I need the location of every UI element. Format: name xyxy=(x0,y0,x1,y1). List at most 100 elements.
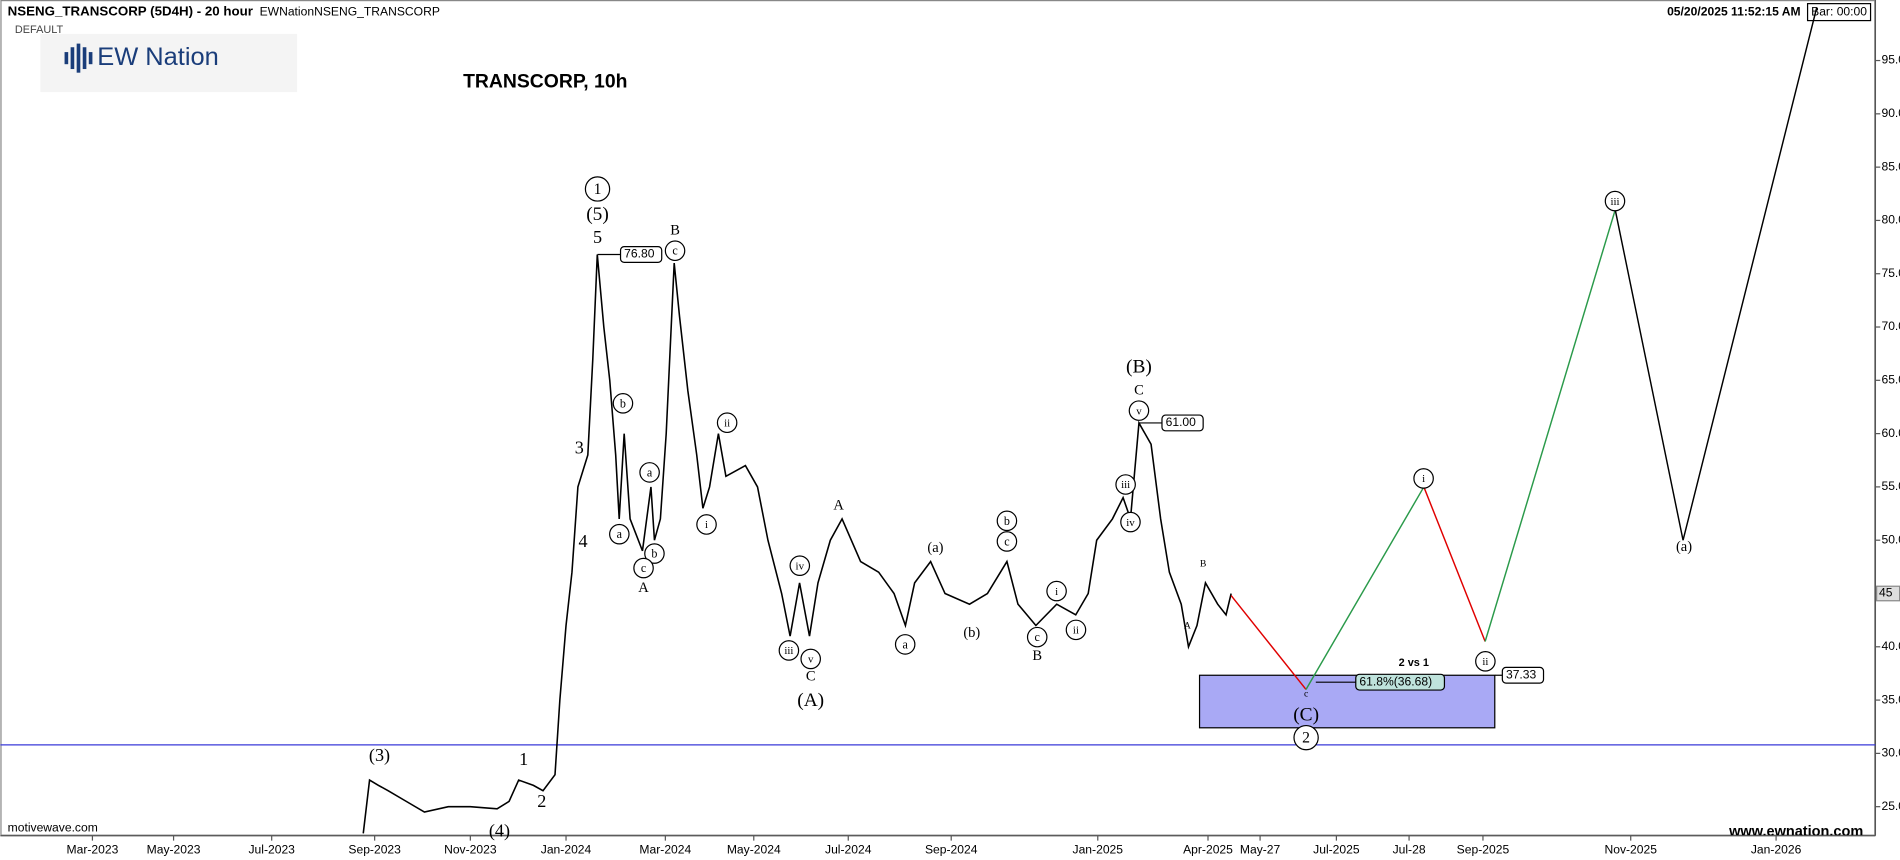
x-tick-label: Jan-2024 xyxy=(541,843,592,857)
wave-label: v xyxy=(1136,405,1142,417)
wave-label: (5) xyxy=(586,204,609,225)
y-tick-label: 90.0 xyxy=(1881,106,1900,120)
x-tick-label: May-2024 xyxy=(727,843,781,857)
wave-label: b xyxy=(1004,514,1010,528)
footer-left: motivewave.com xyxy=(8,821,98,835)
y-tick-label: 35.0 xyxy=(1881,692,1900,706)
x-tick-label: Jul-2025 xyxy=(1313,843,1360,857)
logo-text: EW Nation xyxy=(97,43,219,71)
target-zone xyxy=(1198,674,1496,729)
footer-right: www.ewnation.com xyxy=(1728,824,1863,840)
wave-label: i xyxy=(1055,586,1058,598)
wave-label: iii xyxy=(1610,196,1619,208)
wave-label: b xyxy=(651,547,657,561)
wave-label: a xyxy=(647,465,653,479)
wave-circle xyxy=(1046,580,1067,602)
x-tick-label: Sep-2025 xyxy=(1457,843,1510,857)
wave-label: i xyxy=(705,519,708,531)
wave-label: a xyxy=(902,637,908,651)
wave-label: 1 xyxy=(519,749,528,769)
y-tick-label: 70.0 xyxy=(1881,319,1900,333)
wave-label: (A) xyxy=(797,690,824,711)
price-tag-box xyxy=(1355,673,1446,691)
wave-label: 2 xyxy=(537,791,546,811)
wave-label: 2 xyxy=(1302,729,1310,746)
wave-label: iii xyxy=(784,645,793,657)
x-tick-label: Sep-2023 xyxy=(348,843,401,857)
wave-label: iv xyxy=(796,560,805,572)
y-tick-label: 25.0 xyxy=(1881,799,1900,813)
last-price: 45 xyxy=(1879,586,1893,600)
wave-circle xyxy=(1026,626,1048,648)
wave-label: ii xyxy=(1073,625,1079,637)
x-tick-label: Mar-2024 xyxy=(639,843,691,857)
bar-timer: Bar: 00:00 xyxy=(1811,4,1867,18)
y-tick-label: 30.0 xyxy=(1881,746,1900,760)
wave-label: B xyxy=(670,223,680,239)
price-tag: 61.00 xyxy=(1166,415,1197,429)
wave-label: ii xyxy=(724,417,730,429)
preset: DEFAULT xyxy=(15,24,64,36)
wave-label: iii xyxy=(1121,479,1130,491)
projection-line xyxy=(1305,486,1425,690)
wave-label: A xyxy=(833,498,844,514)
wave-circle xyxy=(664,240,686,262)
wave-label: ii xyxy=(1482,656,1488,668)
wave-label: c xyxy=(1004,534,1009,548)
wave-label: C xyxy=(806,668,816,684)
x-tick-label: Apr-2025 xyxy=(1183,843,1233,857)
wave-circle xyxy=(633,557,654,579)
timestamp: 05/20/2025 11:52:15 AM xyxy=(1667,4,1801,18)
projection-line xyxy=(1423,486,1486,642)
wave-label: (4) xyxy=(489,820,510,841)
wave-circle xyxy=(1128,400,1150,421)
wave-circle xyxy=(1120,511,1141,533)
y-tick-label: 65.0 xyxy=(1881,373,1900,387)
wave-circle xyxy=(1475,651,1496,672)
price-tag: 37.33 xyxy=(1506,667,1537,681)
wave-circle xyxy=(639,462,660,483)
x-tick-label: May-27 xyxy=(1240,843,1281,857)
wave-label: i xyxy=(1422,473,1425,485)
chart-title: TRANSCORP, 10h xyxy=(463,70,627,92)
x-tick-label: Jul-2024 xyxy=(825,843,872,857)
wave-circle xyxy=(996,510,1018,532)
wave-circle xyxy=(778,640,800,661)
projection-line xyxy=(1614,7,1818,541)
wave-label: B xyxy=(1032,648,1042,664)
x-tick-label: Jul-2023 xyxy=(248,843,295,857)
wave-circle xyxy=(996,531,1018,552)
x-tick-label: Nov-2025 xyxy=(1604,843,1657,857)
x-tick-label: Sep-2024 xyxy=(925,843,978,857)
x-tick-label: Jan-2026 xyxy=(1751,843,1802,857)
wave-circle xyxy=(1293,724,1319,751)
wave-circle xyxy=(1065,619,1087,641)
y-tick-label: 75.0 xyxy=(1881,266,1900,280)
symbol: NSENG_TRANSCORP (5D4H) - 20 hour xyxy=(8,4,253,19)
wave-label: a xyxy=(617,527,623,541)
price-line xyxy=(362,254,1232,834)
wave-label: 5 xyxy=(593,227,602,247)
wave-circle xyxy=(609,523,630,545)
y-tick-label: 55.0 xyxy=(1881,479,1900,493)
y-tick-label: 60.0 xyxy=(1881,426,1900,440)
wave-label: (a) xyxy=(1676,539,1692,555)
x-tick-label: Nov-2023 xyxy=(444,843,497,857)
source: EWNationNSENG_TRANSCORP xyxy=(260,4,440,18)
wave-circle xyxy=(789,555,811,576)
wave-label: (b) xyxy=(963,625,980,641)
wave-label: 4 xyxy=(578,531,587,551)
wave-label: iv xyxy=(1126,517,1135,529)
wave-circle xyxy=(612,393,634,414)
wave-circle xyxy=(1413,468,1434,489)
x-tick-label: May-2023 xyxy=(147,843,201,857)
y-tick-label: 95.0 xyxy=(1881,53,1900,67)
wave-label: (a) xyxy=(927,540,943,556)
wave-label: A xyxy=(1184,620,1191,631)
y-tick-label: 80.0 xyxy=(1881,213,1900,227)
zone-label: 2 vs 1 xyxy=(1399,657,1429,669)
price-tag-box xyxy=(1161,414,1204,432)
